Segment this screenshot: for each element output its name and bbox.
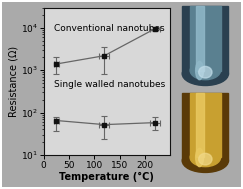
Ellipse shape xyxy=(196,61,203,80)
Ellipse shape xyxy=(199,153,212,165)
Bar xyxy=(190,93,221,157)
X-axis label: Temperature (°C): Temperature (°C) xyxy=(60,172,154,182)
Bar xyxy=(182,93,228,161)
Bar xyxy=(196,93,203,157)
Ellipse shape xyxy=(196,148,203,167)
Ellipse shape xyxy=(199,66,212,78)
Ellipse shape xyxy=(182,62,228,85)
Ellipse shape xyxy=(182,149,228,172)
Text: Conventional nanotubes: Conventional nanotubes xyxy=(54,24,165,33)
Bar xyxy=(196,6,203,70)
Ellipse shape xyxy=(190,61,221,80)
Text: Single walled nanotubes: Single walled nanotubes xyxy=(54,80,165,89)
Ellipse shape xyxy=(190,148,221,167)
Bar xyxy=(182,6,228,74)
Y-axis label: Resistance (Ω): Resistance (Ω) xyxy=(8,46,18,117)
Bar xyxy=(190,6,221,70)
